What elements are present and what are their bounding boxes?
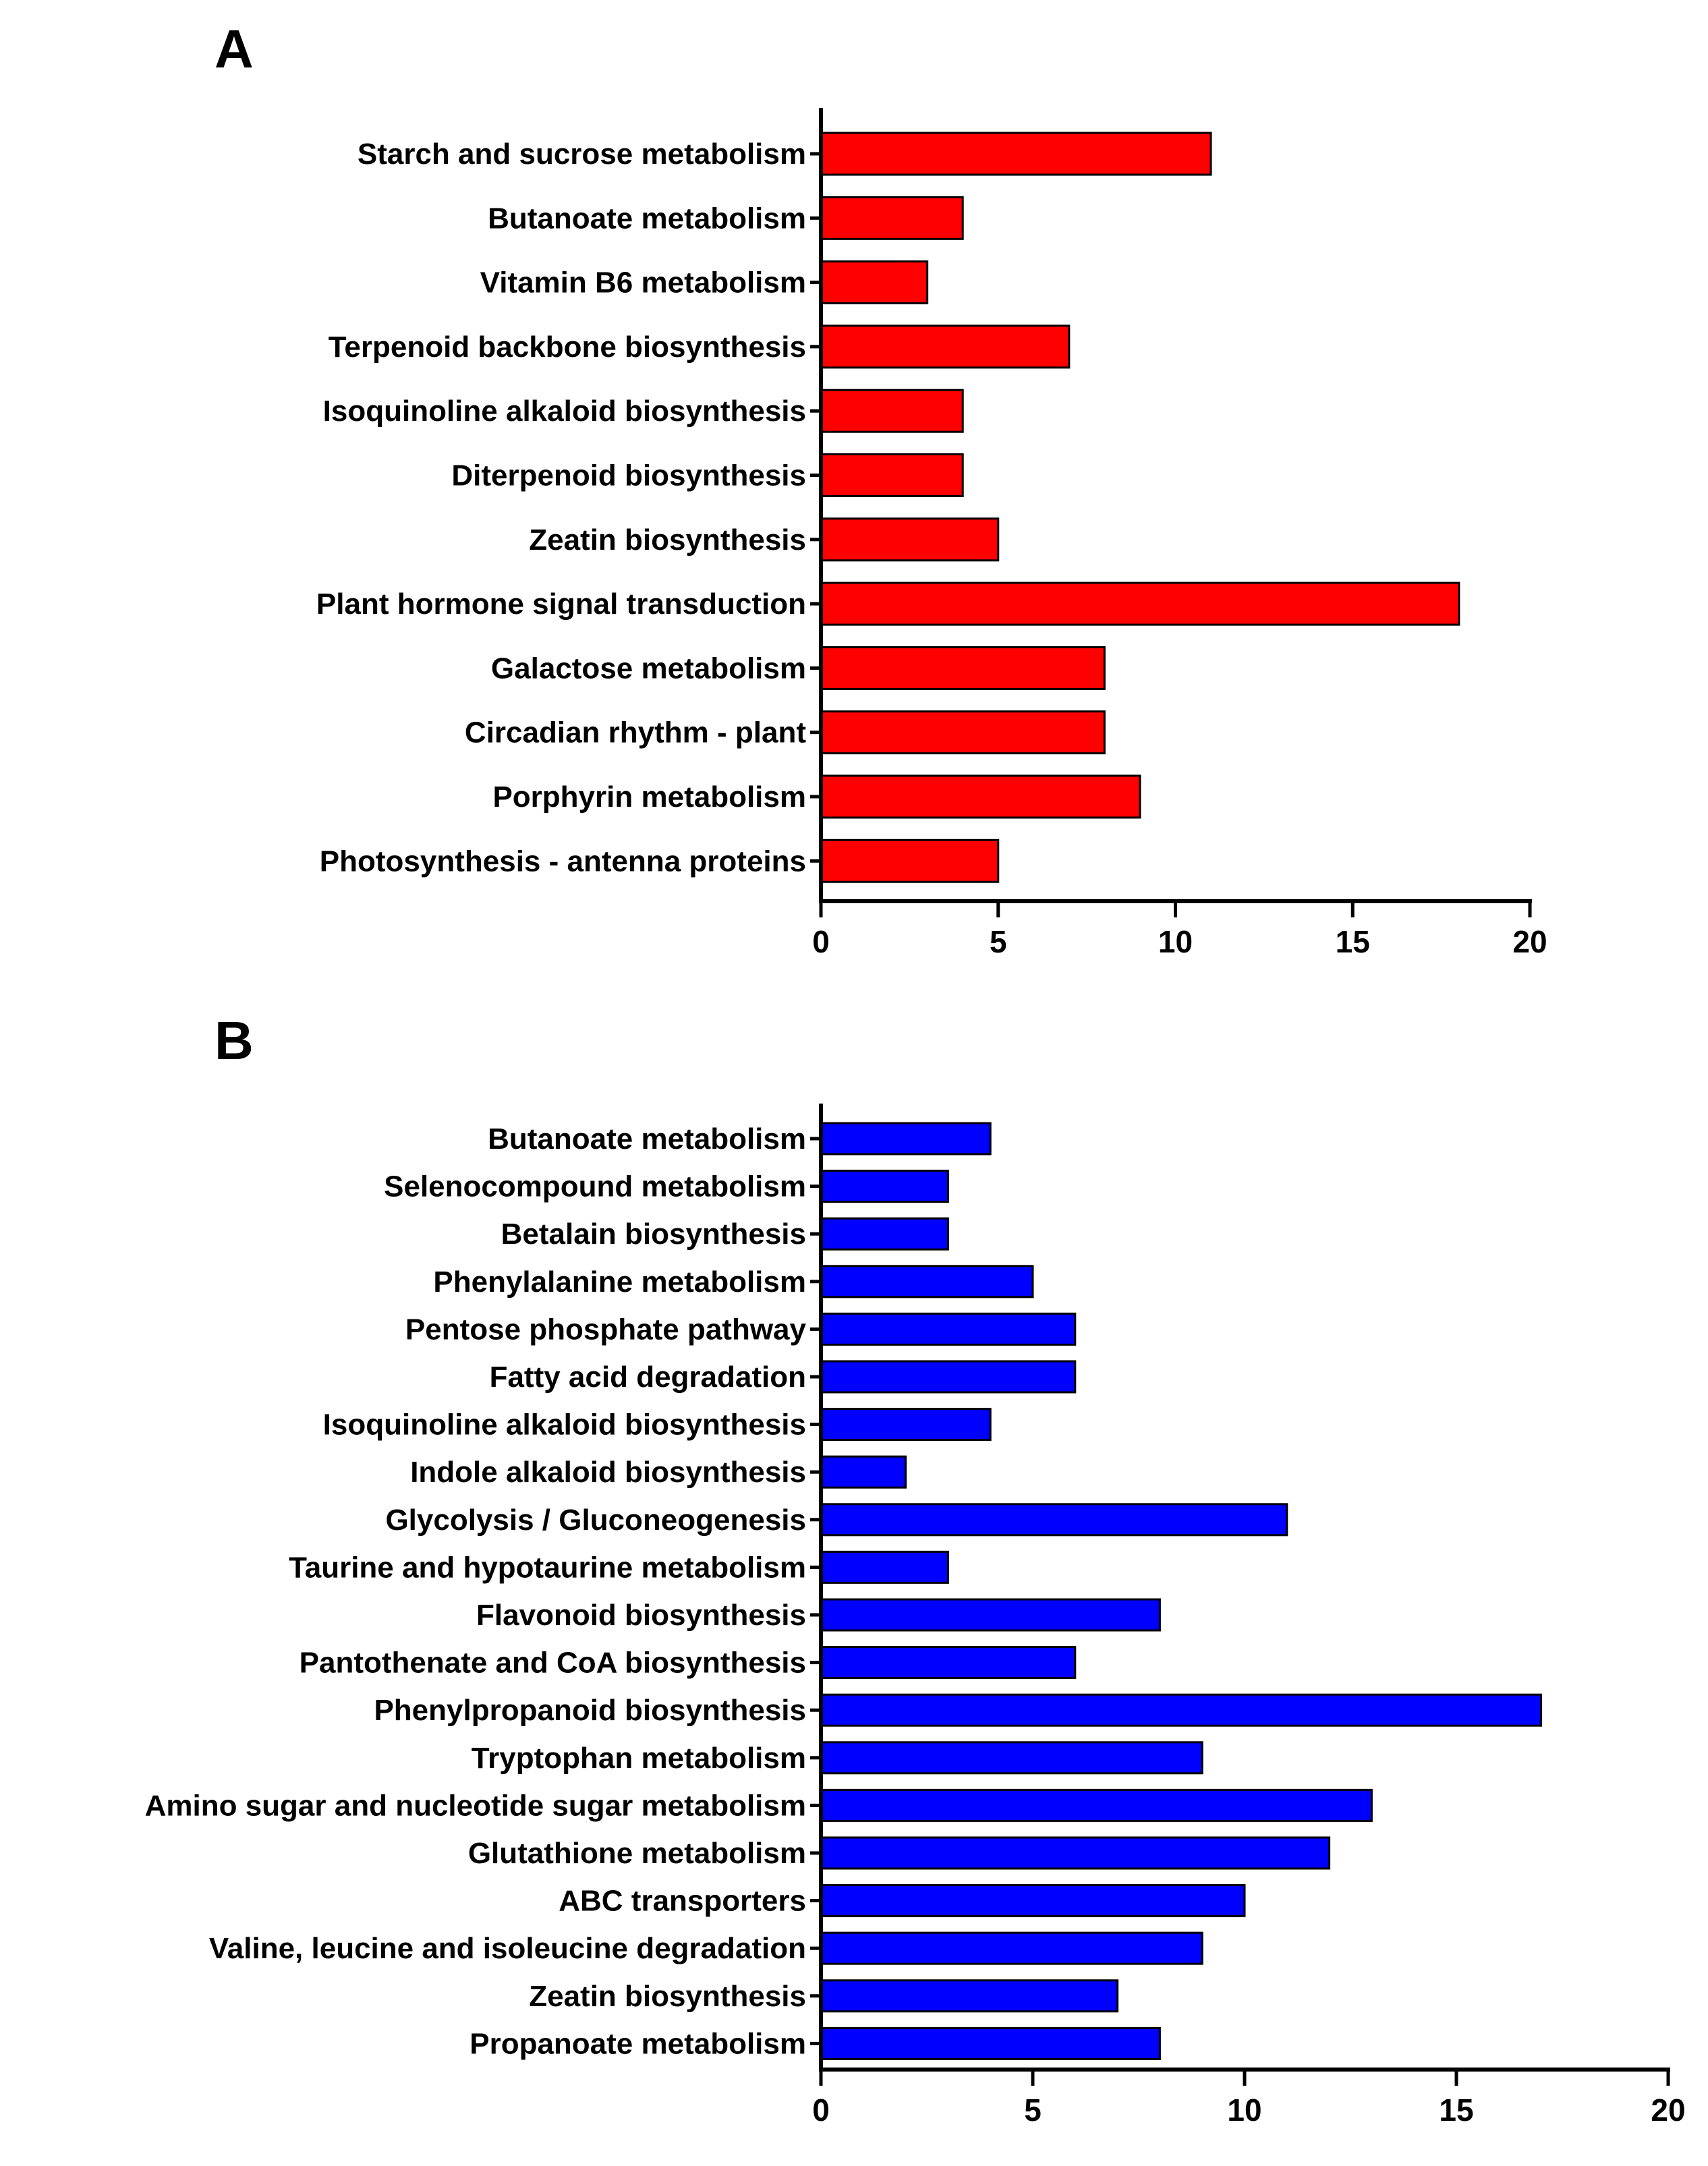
panel-b-bar <box>820 1931 1203 1965</box>
panel-b-category-label: Indole alkaloid biosynthesis <box>410 1456 806 1489</box>
panel-b-x-tick-label: 15 <box>1439 2092 1473 2128</box>
panel-b-category-label: Flavonoid biosynthesis <box>476 1599 806 1632</box>
panel-b-bar <box>820 1312 1077 1346</box>
panel-b-label: B <box>215 1010 254 1071</box>
panel-b-x-tick-label: 5 <box>1024 2092 1042 2128</box>
panel-a-category-label: Starch and sucrose metabolism <box>358 138 806 171</box>
panel-b-category-label: Taurine and hypotaurine metabolism <box>289 1551 806 1584</box>
panel-b-category-label: Phenylpropanoid biosynthesis <box>374 1694 806 1727</box>
panel-b-bar <box>820 1693 1543 1727</box>
panel-a-chart: A Starch and sucrose metabolism Butanoate… <box>215 19 1547 959</box>
panel-a-bar <box>820 260 929 305</box>
panel-b-bar <box>820 1360 1077 1394</box>
panel-a-bar <box>820 196 964 240</box>
panel-a-bar <box>820 710 1106 755</box>
panel-b-bar <box>820 1503 1288 1537</box>
panel-a-bar <box>820 646 1106 690</box>
panel-b-category-label: Butanoate metabolism <box>488 1122 806 1156</box>
panel-b-bar <box>820 1408 992 1442</box>
panel-a-x-tick-label: 15 <box>1336 924 1370 959</box>
panel-a-bar <box>820 581 1460 626</box>
panel-b-category-label: Zeatin biosynthesis <box>529 1980 806 2013</box>
panel-a-category-label: Circadian rhythm - plant <box>465 716 806 749</box>
panel-b-x-tick-label: 0 <box>812 2092 830 2128</box>
panel-a-x-tick-label: 5 <box>990 924 1007 959</box>
panel-a-bar <box>820 774 1141 819</box>
panel-a-category-label: Isoquinoline alkaloid biosynthesis <box>323 395 806 428</box>
panel-a-bar <box>820 838 1000 883</box>
panel-b-category-label: Valine, leucine and isoleucine degradati… <box>209 1932 806 1965</box>
panel-b-bar <box>820 1550 949 1584</box>
panel-b-category-label: ABC transporters <box>559 1885 806 1918</box>
panel-a-category-label: Galactose metabolism <box>491 652 806 685</box>
panel-b-category-label: Glycolysis / Gluconeogenesis <box>385 1504 806 1537</box>
panel-b-category-label: Amino sugar and nucleotide sugar metabol… <box>145 1789 806 1822</box>
panel-b-bar <box>820 1646 1077 1680</box>
panel-b-category-label: Isoquinoline alkaloid biosynthesis <box>323 1408 806 1442</box>
panel-b-bar <box>820 1598 1161 1632</box>
panel-a-bar <box>820 132 1212 176</box>
panel-b-bar <box>820 1884 1246 1918</box>
panel-b-category-label: Phenylalanine metabolism <box>433 1265 806 1299</box>
panel-b-bar <box>820 2026 1161 2060</box>
panel-b-category-label: Pantothenate and CoA biosynthesis <box>300 1647 806 1680</box>
panel-a-bar <box>820 453 964 497</box>
panel-b-x-tick-label: 20 <box>1651 2092 1685 2128</box>
panel-b-bar <box>820 1122 992 1156</box>
panel-a-bar <box>820 517 1000 562</box>
panel-b-category-label: Tryptophan metabolism <box>472 1742 806 1775</box>
panel-a-bar <box>820 324 1071 369</box>
panel-b-bar <box>820 1170 949 1203</box>
panel-a-x-tick-label: 20 <box>1512 924 1547 959</box>
panel-b-category-label: Pentose phosphate pathway <box>405 1313 807 1346</box>
panel-a-x-tick-label: 0 <box>812 924 830 959</box>
panel-b-bar <box>820 1217 949 1251</box>
panel-a-x-tick-label: 10 <box>1158 924 1193 959</box>
panel-b-bar <box>820 1979 1119 2013</box>
panel-b-category-label: Propanoate metabolism <box>469 2027 806 2060</box>
panel-a-category-label: Zeatin biosynthesis <box>529 523 806 557</box>
panel-b-category-label: Betalain biosynthesis <box>501 1218 806 1251</box>
panel-b-category-label: Selenocompound metabolism <box>384 1170 806 1203</box>
panel-b-bar <box>820 1455 907 1489</box>
panel-b-bar <box>820 1836 1331 1870</box>
panel-a-category-label: Photosynthesis - antenna proteins <box>320 845 806 878</box>
panel-a-category-label: Plant hormone signal transduction <box>316 588 806 621</box>
panel-a-bar <box>820 389 964 433</box>
panel-a-category-label: Porphyrin metabolism <box>492 780 806 814</box>
panel-a-category-label: Butanoate metabolism <box>488 202 806 235</box>
panel-a-category-label: Terpenoid backbone biosynthesis <box>329 331 806 364</box>
panel-b-bar <box>820 1265 1034 1299</box>
panel-a-category-label: Vitamin B6 metabolism <box>480 266 806 300</box>
panel-b-bar <box>820 1741 1203 1775</box>
panel-b-bar <box>820 1788 1373 1822</box>
panel-b-x-tick-label: 10 <box>1227 2092 1261 2128</box>
panel-b-chart: B Butanoate metabolism Selenocompound met… <box>145 1010 1686 2128</box>
panel-b-category-label: Fatty acid degradation <box>490 1361 806 1394</box>
panel-b-category-label: Glutathione metabolism <box>468 1837 806 1870</box>
panel-a-category-label: Diterpenoid biosynthesis <box>451 459 806 492</box>
panel-a-label: A <box>215 19 254 79</box>
